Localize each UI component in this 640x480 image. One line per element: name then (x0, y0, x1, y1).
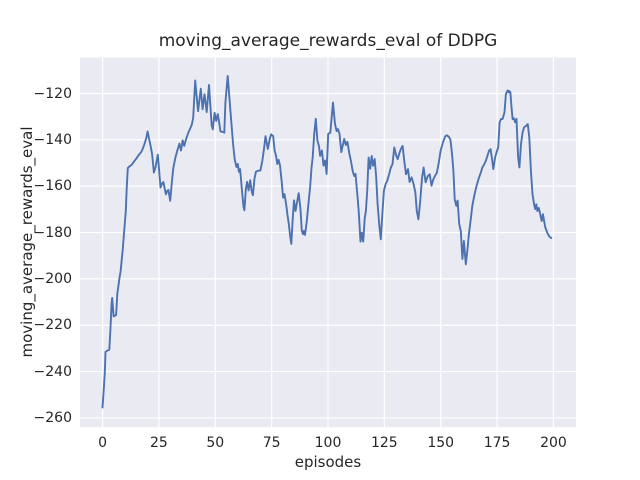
x-tick-label: 200 (540, 435, 567, 452)
y-tick-label: −160 (33, 178, 72, 195)
series-line (101, 74, 553, 409)
chart-title: moving_average_rewards_eval of DDPG (158, 31, 498, 51)
y-tick-label: −240 (33, 363, 72, 380)
x-tick-label: 50 (206, 435, 225, 452)
x-tick-label: 100 (314, 435, 342, 452)
y-tick-label: −220 (33, 317, 72, 334)
x-tick-label: 75 (262, 435, 281, 452)
y-tick-label: −180 (33, 224, 72, 241)
x-axis-label: episodes (294, 453, 362, 471)
x-tick-label: 150 (427, 435, 455, 452)
y-tick-label: −260 (33, 409, 72, 426)
x-tick-label: 0 (98, 435, 107, 452)
y-tick-label: −140 (33, 131, 72, 148)
x-tick-label: 175 (483, 435, 511, 452)
y-tick-label: −200 (33, 270, 72, 287)
x-tick-label: 25 (149, 435, 168, 452)
x-tick-label: 125 (370, 435, 398, 452)
y-tick-label: −120 (33, 85, 72, 102)
